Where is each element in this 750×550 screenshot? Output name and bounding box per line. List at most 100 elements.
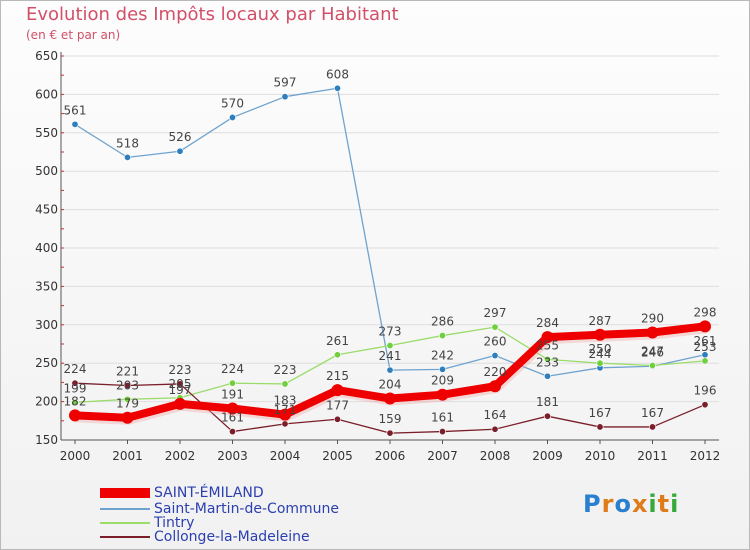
point-collonge-la-madeleine xyxy=(229,428,237,436)
data-label-collonge-la-madeleine: 159 xyxy=(379,412,402,426)
data-label-saint-martin-de-commune: 518 xyxy=(116,136,139,150)
proxiti-logo: Proxiti xyxy=(583,490,679,518)
x-tick-label: 2005 xyxy=(322,449,353,463)
point-collonge-la-madeleine xyxy=(701,401,709,409)
point-collonge-la-madeleine xyxy=(124,381,132,389)
x-tick-label: 2007 xyxy=(427,449,458,463)
data-label-collonge-la-madeleine: 164 xyxy=(484,408,507,422)
data-label-collonge-la-madeleine: 196 xyxy=(694,384,717,398)
data-label-saint-martin-de-commune: 561 xyxy=(64,103,87,117)
legend-label-saint-emiland: SAINT-ÉMILAND xyxy=(154,485,264,501)
x-tick-label: 2010 xyxy=(585,449,616,463)
point-collonge-la-madeleine xyxy=(543,412,551,420)
point-collonge-la-madeleine xyxy=(71,379,79,387)
x-tick-label: 2000 xyxy=(60,449,91,463)
x-tick-label: 2011 xyxy=(637,449,668,463)
x-tick-label: 2002 xyxy=(165,449,196,463)
data-label-saint-emiland: 298 xyxy=(694,305,717,319)
x-tick-label: 2008 xyxy=(480,449,511,463)
point-collonge-la-madeleine xyxy=(438,428,446,436)
point-tintry xyxy=(333,351,341,359)
logo-letter: t xyxy=(657,490,671,518)
x-tick-label: 2012 xyxy=(690,449,721,463)
logo-letter: o xyxy=(614,490,632,518)
y-tick-label: 650 xyxy=(35,49,58,63)
point-tintry xyxy=(124,395,132,403)
point-collonge-la-madeleine xyxy=(281,420,289,428)
legend-item-saint-emiland: SAINT-ÉMILAND xyxy=(100,485,400,502)
y-tick-label: 500 xyxy=(35,164,58,178)
x-tick-label: 2003 xyxy=(217,449,248,463)
data-label-saint-martin-de-commune: 608 xyxy=(326,67,349,81)
data-label-tintry: 224 xyxy=(221,362,244,376)
logo-letter: x xyxy=(631,490,649,518)
x-tick-label: 2004 xyxy=(270,449,301,463)
data-label-saint-martin-de-commune: 244 xyxy=(589,347,612,361)
y-tick-label: 350 xyxy=(35,279,58,293)
point-collonge-la-madeleine xyxy=(648,423,656,431)
legend-item-collonge: Collonge-la-Madeleine xyxy=(100,529,400,546)
legend-item-tintry: Tintry xyxy=(100,515,400,532)
point-saint-emiland xyxy=(541,331,554,344)
point-saint-emiland xyxy=(384,392,396,405)
point-saint-martin-de-commune xyxy=(71,120,79,128)
point-saint-martin-de-commune xyxy=(176,147,184,155)
point-collonge-la-madeleine xyxy=(596,423,604,431)
data-label-saint-emiland: 183 xyxy=(274,394,297,408)
data-label-collonge-la-madeleine: 181 xyxy=(536,395,559,409)
point-tintry xyxy=(648,362,656,370)
data-label-saint-emiland: 290 xyxy=(641,311,664,325)
data-label-saint-emiland: 209 xyxy=(431,374,454,388)
data-label-saint-emiland: 215 xyxy=(326,369,349,383)
data-label-tintry: 255 xyxy=(536,338,559,352)
legend-swatch-saint-martin xyxy=(100,508,150,510)
point-saint-martin-de-commune xyxy=(491,352,499,360)
data-label-tintry: 199 xyxy=(64,381,87,395)
data-label-collonge-la-madeleine: 161 xyxy=(431,411,454,425)
data-label-tintry: 273 xyxy=(379,325,402,339)
point-saint-emiland xyxy=(646,326,659,339)
point-saint-martin-de-commune xyxy=(124,153,132,161)
point-collonge-la-madeleine xyxy=(333,415,341,423)
chart-subtitle: (en € et par an) xyxy=(26,28,121,42)
point-tintry xyxy=(386,342,394,350)
point-saint-emiland xyxy=(594,328,606,341)
data-label-saint-emiland: 287 xyxy=(589,314,612,328)
point-saint-martin-de-commune xyxy=(438,365,446,373)
legend-label-saint-martin: Saint-Martin-de-Commune xyxy=(154,501,340,517)
data-label-saint-martin-de-commune: 526 xyxy=(169,130,192,144)
point-saint-emiland xyxy=(121,411,134,424)
y-tick-label: 200 xyxy=(35,395,58,409)
point-saint-emiland xyxy=(699,320,711,333)
y-tick-label: 450 xyxy=(35,203,58,217)
point-saint-martin-de-commune xyxy=(543,372,551,380)
point-collonge-la-madeleine xyxy=(176,380,184,388)
data-label-saint-martin-de-commune: 260 xyxy=(484,335,507,349)
data-label-saint-martin-de-commune: 242 xyxy=(431,348,454,362)
data-label-collonge-la-madeleine: 177 xyxy=(326,398,349,412)
point-saint-martin-de-commune xyxy=(229,113,237,121)
data-label-collonge-la-madeleine: 161 xyxy=(221,411,244,425)
y-tick-label: 550 xyxy=(35,126,58,140)
point-collonge-la-madeleine xyxy=(386,429,394,437)
chart-title: Evolution des Impôts locaux par Habitant xyxy=(26,4,399,25)
point-tintry xyxy=(491,323,499,331)
point-tintry xyxy=(701,357,709,365)
logo-letter: P xyxy=(583,490,602,518)
point-tintry xyxy=(281,380,289,388)
data-label-saint-martin-de-commune: 570 xyxy=(221,96,244,110)
data-label-tintry: 203 xyxy=(116,378,139,392)
point-tintry xyxy=(71,398,79,406)
point-saint-emiland xyxy=(489,380,501,393)
y-tick-label: 300 xyxy=(35,318,58,332)
data-label-tintry: 253 xyxy=(694,340,717,354)
point-saint-martin-de-commune xyxy=(386,366,394,374)
data-label-collonge-la-madeleine: 167 xyxy=(589,406,612,420)
point-saint-martin-de-commune xyxy=(333,84,341,92)
data-label-saint-emiland: 284 xyxy=(536,316,559,330)
y-tick-label: 150 xyxy=(35,433,58,447)
data-label-tintry: 286 xyxy=(431,315,454,329)
point-saint-emiland xyxy=(331,384,344,397)
point-tintry xyxy=(229,379,237,387)
data-label-collonge-la-madeleine: 171 xyxy=(274,403,297,417)
